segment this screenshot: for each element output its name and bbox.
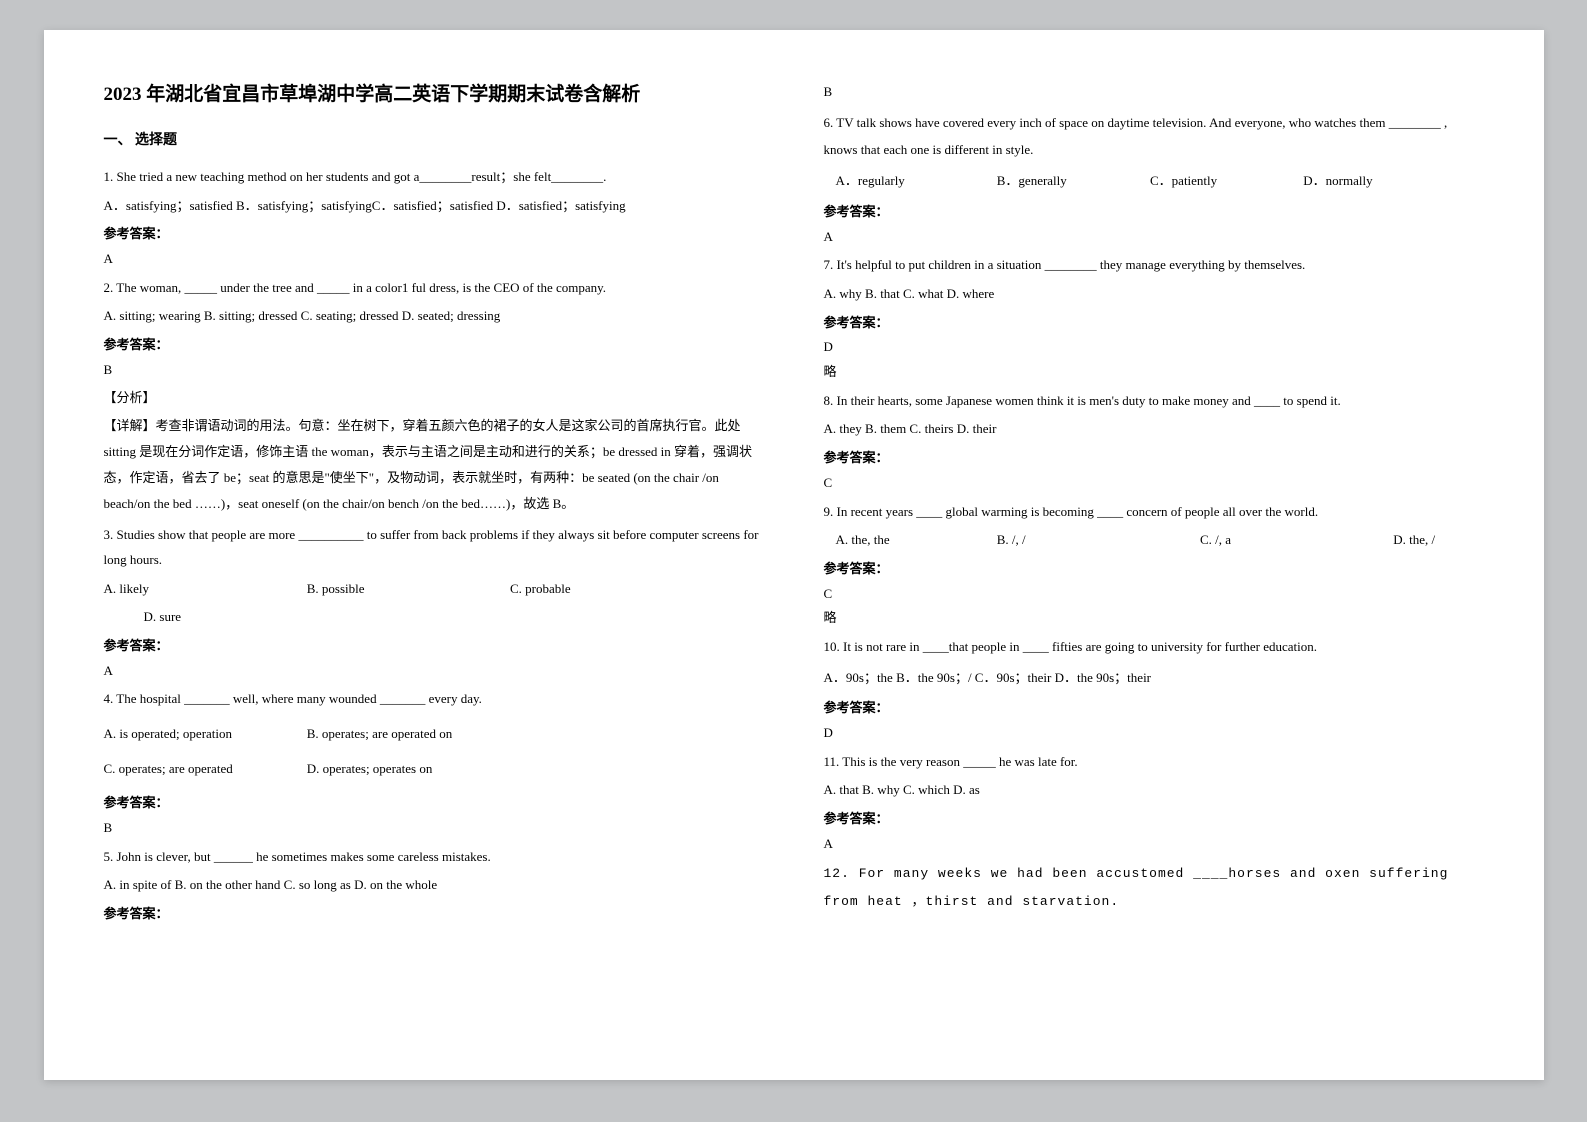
q4-answer-label: 参考答案： <box>104 791 764 816</box>
q2-options: A. sitting; wearing B. sitting; dressed … <box>104 304 764 329</box>
q9-text: 9. In recent years ____ global warming i… <box>824 500 1484 525</box>
q5-options: A. in spite of B. on the other hand C. s… <box>104 873 764 898</box>
q3-option-b: B. possible <box>307 577 507 602</box>
q6-answer-label: 参考答案： <box>824 200 1484 225</box>
q10-answer: D <box>824 721 1484 746</box>
q12-text: 12. For many weeks we had been accustome… <box>824 860 1484 915</box>
q11-text: 11. This is the very reason _____ he was… <box>824 750 1484 775</box>
q4-option-b: B. operates; are operated on <box>307 726 452 741</box>
q7-note: 略 <box>824 360 1484 385</box>
q7-text: 7. It's helpful to put children in a sit… <box>824 253 1484 278</box>
exam-page: 2023 年湖北省宜昌市草埠湖中学高二英语下学期期末试卷含解析 一、 选择题 1… <box>44 30 1544 1080</box>
q4-option-d: D. operates; operates on <box>307 761 433 776</box>
q6-options: A．regularly B．generally C．patiently D．no… <box>824 169 1484 194</box>
q7-answer: D <box>824 335 1484 360</box>
q4-answer: B <box>104 816 764 841</box>
q6-option-d: D．normally <box>1303 173 1372 188</box>
q11-answer: A <box>824 832 1484 857</box>
q2-analysis-detail: 【详解】考查非谓语动词的用法。句意：坐在树下，穿着五颜六色的裙子的女人是这家公司… <box>104 413 764 517</box>
q9-option-a: A. the, the <box>824 528 994 553</box>
q6-answer: A <box>824 225 1484 250</box>
q3-answer: A <box>104 659 764 684</box>
q2-answer-label: 参考答案： <box>104 333 764 358</box>
right-column: B 6. TV talk shows have covered every in… <box>824 80 1484 1030</box>
q9-option-d: D. the, / <box>1393 532 1435 547</box>
q6-text: 6. TV talk shows have covered every inch… <box>824 109 1484 164</box>
q6-option-c: C．patiently <box>1150 169 1300 194</box>
q4-option-a: A. is operated; operation <box>104 722 304 747</box>
left-column: 2023 年湖北省宜昌市草埠湖中学高二英语下学期期末试卷含解析 一、 选择题 1… <box>104 80 764 1030</box>
q10-text: 10. It is not rare in ____that people in… <box>824 635 1484 660</box>
q11-options: A. that B. why C. which D. as <box>824 778 1484 803</box>
q9-note: 略 <box>824 606 1484 631</box>
q8-answer: C <box>824 471 1484 496</box>
q4-option-c: C. operates; are operated <box>104 757 304 782</box>
q11-answer-label: 参考答案： <box>824 807 1484 832</box>
q4-text: 4. The hospital _______ well, where many… <box>104 687 764 712</box>
q3-option-a: A. likely <box>104 577 304 602</box>
section-1-header: 一、 选择题 <box>104 128 764 155</box>
q7-options: A. why B. that C. what D. where <box>824 282 1484 307</box>
q10-answer-label: 参考答案： <box>824 696 1484 721</box>
q9-option-b: B. /, / <box>997 528 1197 553</box>
q2-analysis-label: 【分析】 <box>104 386 764 411</box>
q3-text: 3. Studies show that people are more ___… <box>104 523 764 572</box>
q1-answer: A <box>104 247 764 272</box>
q5-text: 5. John is clever, but ______ he sometim… <box>104 845 764 870</box>
q1-answer-label: 参考答案： <box>104 222 764 247</box>
q7-answer-label: 参考答案： <box>824 311 1484 336</box>
q3-answer-label: 参考答案： <box>104 634 764 659</box>
q9-options: A. the, the B. /, / C. /, a D. the, / <box>824 528 1484 553</box>
q9-answer: C <box>824 582 1484 607</box>
q5-answer: B <box>824 80 1484 105</box>
q8-text: 8. In their hearts, some Japanese women … <box>824 389 1484 414</box>
q9-option-c: C. /, a <box>1200 528 1390 553</box>
q5-answer-label: 参考答案： <box>104 902 764 927</box>
q9-answer-label: 参考答案： <box>824 557 1484 582</box>
q8-answer-label: 参考答案： <box>824 446 1484 471</box>
q3-option-c: C. probable <box>510 581 571 596</box>
document-title: 2023 年湖北省宜昌市草埠湖中学高二英语下学期期末试卷含解析 <box>104 80 764 110</box>
q3-options-row1: A. likely B. possible C. probable <box>104 577 764 602</box>
q1-text: 1. She tried a new teaching method on he… <box>104 165 764 190</box>
q4-options-row2: C. operates; are operated D. operates; o… <box>104 757 764 782</box>
q6-option-a: A．regularly <box>824 169 994 194</box>
q2-answer: B <box>104 358 764 383</box>
q10-options: A．90s；the B．the 90s；/ C．90s；their D．the … <box>824 666 1484 691</box>
q1-options: A．satisfying；satisfied B．satisfying；sati… <box>104 194 764 219</box>
q8-options: A. they B. them C. theirs D. their <box>824 417 1484 442</box>
q6-option-b: B．generally <box>997 169 1147 194</box>
q3-option-d: D. sure <box>104 605 764 630</box>
q4-options-row1: A. is operated; operation B. operates; a… <box>104 722 764 747</box>
q2-text: 2. The woman, _____ under the tree and _… <box>104 276 764 301</box>
